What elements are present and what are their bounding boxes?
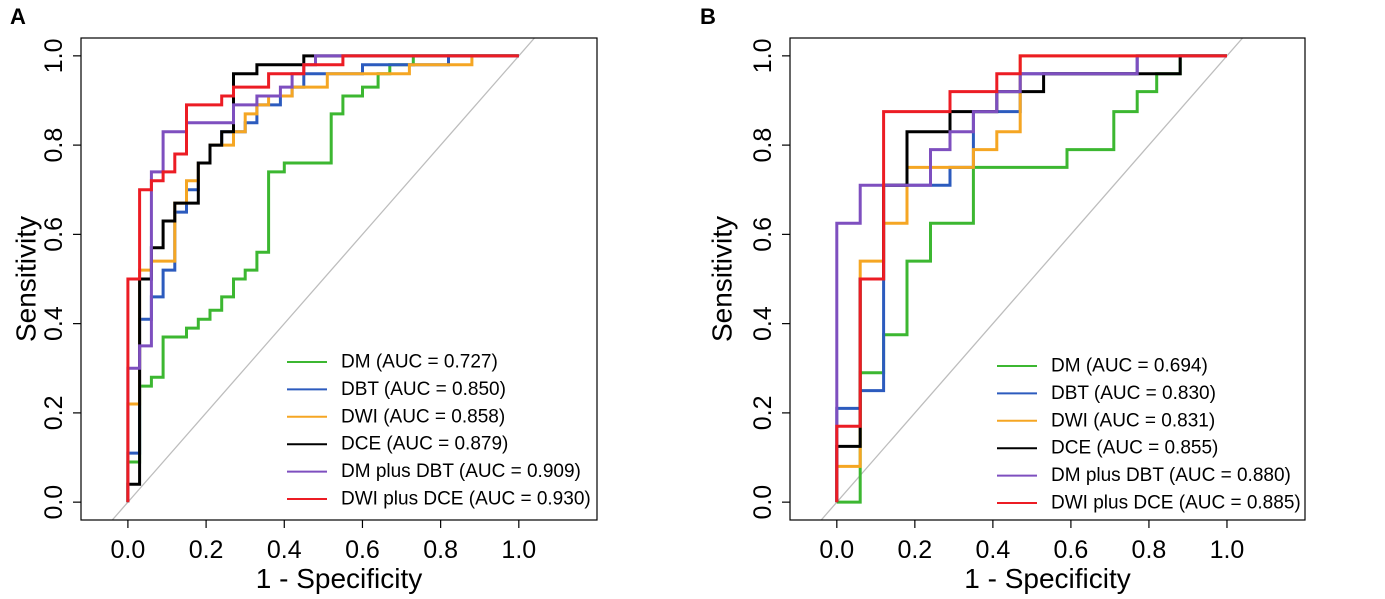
legend-label: DWI (AUC = 0.858) (341, 406, 505, 427)
y-tick-label: 0.8 (40, 128, 68, 163)
roc-curve-dwi-plus-dce (126, 54, 519, 503)
y-tick-label: 0.8 (749, 128, 777, 163)
x-tick-label: 0.0 (111, 536, 146, 564)
legend-label: DWI plus DCE (AUC = 0.885) (1051, 493, 1301, 514)
legend-label: DCE (AUC = 0.879) (341, 434, 508, 455)
legend-label: DCE (AUC = 0.855) (1051, 438, 1218, 459)
x-tick-label: 1.0 (501, 536, 536, 564)
diagonal-reference-line (820, 38, 1244, 520)
y-axis-title: Sensitivity (707, 216, 738, 342)
x-axis-title: 1 - Specificity (256, 563, 423, 594)
roc-curve-dwi-plus-dce (835, 54, 1227, 503)
y-tick-label: 0.6 (40, 217, 68, 252)
roc-curve-dce (126, 54, 519, 503)
y-tick-label: 0.4 (40, 306, 68, 341)
y-tick-label: 0.4 (749, 306, 777, 341)
x-tick-label: 0.6 (1054, 536, 1089, 564)
legend-label: DM (AUC = 0.694) (1051, 356, 1208, 377)
panel-b: B 0.0 0.2 0.4 0.6 0.8 1.0 0.0 0.2 0.4 0.6 0.8 1.0 1 -… (700, 4, 1306, 594)
y-axis-title: Sensitivity (11, 216, 42, 342)
legend-label: DM plus DBT (AUC = 0.880) (1051, 465, 1291, 486)
x-tick-label: 0.6 (345, 536, 380, 564)
panel-a: A 0.0 0.2 0.4 0.6 0.8 1.0 0.0 0.2 0.4 0.6 0.8 1.0 1 -… (10, 4, 598, 594)
y-tick-label: 0.2 (40, 396, 68, 431)
x-tick-label: 0.0 (819, 536, 854, 564)
legend-label: DBT (AUC = 0.850) (341, 379, 506, 400)
legend-label: DM plus DBT (AUC = 0.909) (341, 461, 581, 482)
y-tick-label: 0.6 (749, 217, 777, 252)
diagonal-reference-line (111, 38, 535, 520)
y-tick-label: 1.0 (40, 38, 68, 73)
x-tick-label: 0.2 (189, 536, 224, 564)
y-tick-label: 0.0 (749, 485, 777, 520)
roc-curve-dm-plus-dbt (835, 54, 1227, 503)
x-tick-label: 0.2 (897, 536, 932, 564)
y-tick-label: 0.0 (40, 485, 68, 520)
x-tick-label: 1.0 (1210, 536, 1245, 564)
x-tick-label: 0.8 (423, 536, 458, 564)
y-tick-label: 1.0 (749, 38, 777, 73)
plot-frame (80, 37, 598, 521)
x-tick-label: 0.8 (1132, 536, 1167, 564)
panel-label: A (10, 4, 26, 29)
plot-frame (789, 37, 1306, 521)
x-axis-title: 1 - Specificity (964, 563, 1131, 594)
legend: DM (AUC = 0.694) DBT (AUC = 0.830) DWI (AU… (997, 356, 1301, 514)
legend-label: DM (AUC = 0.727) (341, 352, 498, 373)
x-tick-label: 0.4 (975, 536, 1010, 564)
legend-label: DBT (AUC = 0.830) (1051, 383, 1216, 404)
legend-label: DWI (AUC = 0.831) (1051, 410, 1215, 431)
roc-curve-dm (126, 54, 519, 503)
panel-label: B (700, 4, 716, 29)
legend: DM (AUC = 0.727) DBT (AUC = 0.850) DWI (AU… (287, 352, 591, 510)
y-tick-label: 0.2 (749, 396, 777, 431)
legend-label: DWI plus DCE (AUC = 0.930) (341, 489, 591, 510)
x-tick-label: 0.4 (267, 536, 302, 564)
